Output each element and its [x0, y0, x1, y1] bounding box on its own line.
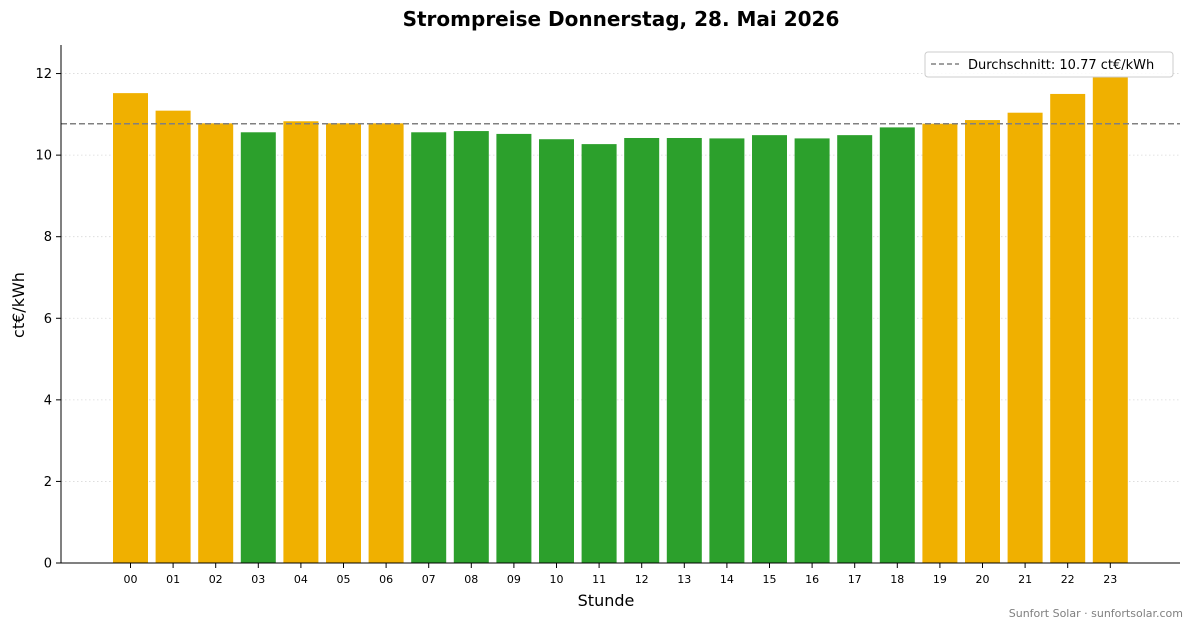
bar	[453, 131, 489, 564]
bar-series	[113, 76, 1128, 564]
bar	[539, 139, 574, 563]
x-tick-label: 17	[848, 573, 862, 586]
bar	[411, 132, 447, 563]
x-tick-label: 12	[635, 573, 649, 586]
y-tick-label: 0	[44, 557, 52, 572]
x-tick-label: 06	[379, 573, 393, 586]
x-tick-label: 11	[592, 573, 606, 586]
chart-title: Strompreise Donnerstag, 28. Mai 2026	[403, 7, 840, 31]
y-axis-label: ct€/kWh	[9, 272, 28, 338]
x-tick-label: 03	[251, 573, 265, 586]
x-axis-label: Stunde	[578, 591, 635, 610]
legend-box	[924, 51, 1174, 78]
y-tick-label: 12	[35, 67, 52, 82]
x-tick-label: 07	[422, 573, 436, 586]
x-tick-label: 14	[720, 573, 734, 586]
y-tick-label: 8	[44, 230, 52, 245]
x-tick-label: 15	[763, 573, 777, 586]
y-tick-label: 6	[44, 312, 52, 327]
bar	[198, 123, 234, 563]
bar	[879, 127, 915, 563]
bar	[709, 138, 745, 564]
y-ticks: 0 2 4 6 8 10 12	[35, 67, 61, 572]
x-tick-label: 19	[933, 573, 947, 586]
y-tick-label: 10	[35, 149, 52, 164]
bar	[624, 137, 660, 563]
bar	[283, 121, 319, 564]
bar	[155, 110, 191, 563]
bar	[113, 93, 148, 563]
x-tick-label: 18	[890, 573, 904, 586]
bar	[837, 135, 873, 564]
legend-average-label: Durchschnitt: 10.77 ct€/kWh	[968, 58, 1154, 73]
x-tick-label: 21	[1018, 573, 1032, 586]
x-tick-label: 22	[1061, 573, 1075, 586]
legend: Durchschnitt: 10.77 ct€/kWh	[924, 51, 1174, 78]
bar	[581, 144, 617, 563]
bar	[965, 120, 1000, 563]
x-tick-label: 00	[124, 573, 138, 586]
y-tick-label: 4	[44, 393, 52, 408]
y-tick-label: 2	[44, 475, 52, 490]
bar	[1050, 93, 1086, 563]
x-tick-label: 04	[294, 573, 308, 586]
x-tick-label: 08	[464, 573, 478, 586]
x-tick-label: 01	[166, 573, 180, 586]
bar	[240, 132, 276, 563]
bar	[794, 138, 830, 564]
x-tick-label: 02	[209, 573, 223, 586]
x-tick-label: 23	[1103, 573, 1117, 586]
x-tick-label: 05	[337, 573, 351, 586]
bar	[752, 135, 787, 564]
x-tick-label: 16	[805, 573, 819, 586]
bar	[1092, 76, 1128, 563]
footer-credit: Sunfort Solar · sunfortsolar.com	[1009, 607, 1183, 620]
bar	[1007, 112, 1043, 563]
bar	[326, 123, 361, 563]
x-tick-label: 10	[550, 573, 564, 586]
bar	[666, 137, 702, 563]
bar	[922, 123, 958, 563]
bar	[496, 133, 532, 563]
x-tick-label: 13	[677, 573, 691, 586]
x-ticks: 00 01 02 03 04 05 06 07 08 09 10 11 12 13 14 15 16 17 18 19…	[124, 563, 1117, 586]
x-tick-label: 20	[976, 573, 990, 586]
bar	[368, 123, 404, 563]
x-tick-label: 09	[507, 573, 521, 586]
axes	[60, 45, 1180, 564]
